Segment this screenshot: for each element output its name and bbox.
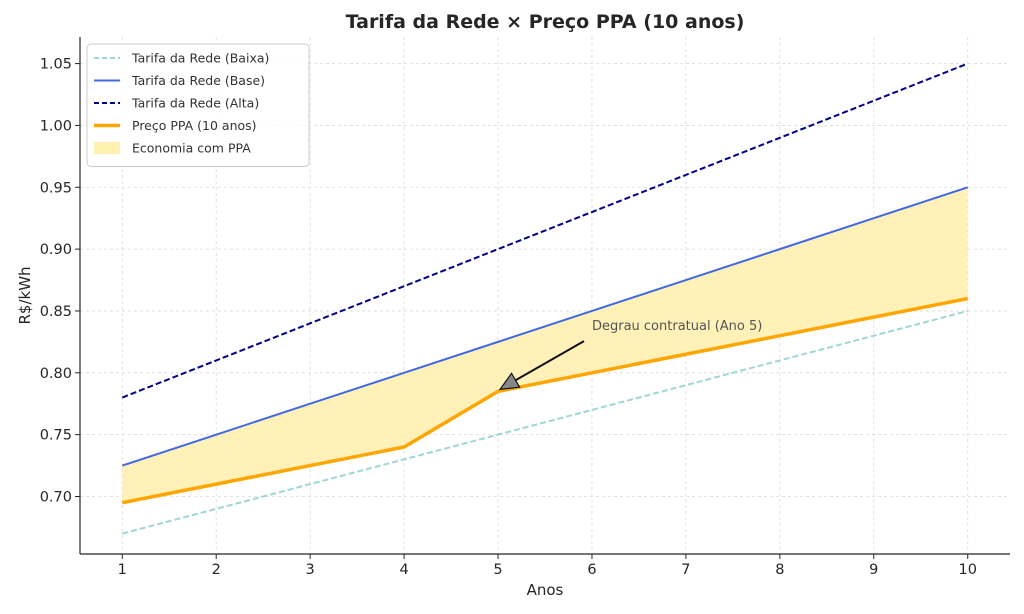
legend-label: Preço PPA (10 anos) [132, 118, 257, 133]
y-tick-label: 0.75 [40, 428, 72, 444]
annotation-text: Degrau contratual (Ano 5) [592, 319, 762, 334]
legend-label: Tarifa da Rede (Base) [131, 73, 265, 88]
annotation-arrow-line [515, 340, 585, 382]
chart-title: Tarifa da Rede × Preço PPA (10 anos) [346, 11, 745, 33]
y-tick-label: 0.80 [40, 366, 72, 382]
y-axis-label: R$/kWh [16, 266, 34, 324]
series-line-0 [122, 309, 968, 535]
fill-area-layer [122, 187, 968, 503]
legend-label: Tarifa da Rede (Alta) [131, 96, 259, 111]
legend-box [86, 43, 310, 167]
y-tick-label: 0.90 [40, 242, 72, 258]
annotation-layer: Degrau contratual (Ano 5) [498, 319, 762, 391]
x-tick-label: 9 [869, 562, 878, 578]
x-tick-label: 6 [587, 562, 596, 578]
series-line-1 [121, 186, 969, 467]
x-tick-label: 2 [212, 562, 221, 578]
x-axis-label: Anos [527, 581, 564, 599]
x-tick-label: 1 [118, 562, 127, 578]
annotation-arrow-head [498, 372, 521, 391]
x-tick-label: 4 [399, 562, 408, 578]
y-tick-label: 1.05 [40, 57, 72, 73]
legend-label: Economia com PPA [132, 141, 251, 156]
series-line-2 [121, 62, 969, 399]
x-tick-label: 3 [306, 562, 315, 578]
y-tick-label: 0.85 [40, 304, 72, 320]
x-tick-label: 10 [959, 562, 977, 578]
series-layer [121, 62, 969, 535]
legend: Tarifa da Rede (Baixa) Tarifa da Rede (Ba… [86, 43, 310, 167]
series-line-3 [121, 296, 969, 505]
x-tick-label: 5 [493, 562, 502, 578]
y-tick-label: 0.70 [40, 489, 72, 505]
fill-economia-area [122, 187, 968, 503]
axes-layer [79, 37, 1010, 555]
legend-swatch-fill [94, 142, 120, 154]
x-tick-label: 8 [775, 562, 784, 578]
ticks-layer: 1 2 3 4 5 6 7 8 9 10 0.70 0.75 0.80 0.85 0.90 0.95 1.00 1… [40, 57, 977, 578]
x-tick-label: 7 [681, 562, 690, 578]
legend-label: Tarifa da Rede (Baixa) [131, 51, 269, 66]
y-tick-label: 0.95 [40, 180, 72, 196]
y-tick-label: 1.00 [40, 118, 72, 134]
